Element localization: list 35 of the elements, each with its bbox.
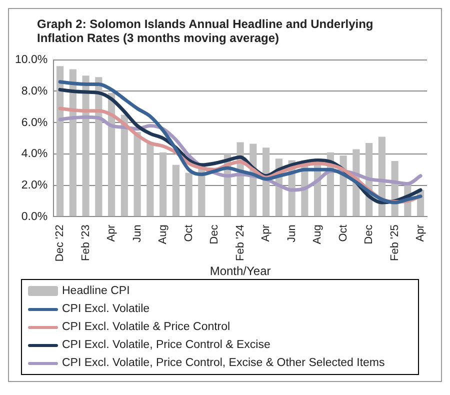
x-tick-label: Aug [157, 224, 170, 244]
bar [56, 66, 64, 216]
legend-label: CPI Excl. Volatile, Price Control & Excise [62, 339, 270, 351]
legend-label: CPI Excl. Volatile [62, 303, 150, 315]
x-axis-title: Month/Year [210, 264, 271, 278]
legend-label: Headline CPI [62, 285, 130, 297]
y-tick-label: 0.0% [21, 210, 48, 223]
x-tick-label: Apr [414, 224, 427, 242]
y-tick-label: 8.0% [21, 85, 48, 98]
bar [146, 142, 154, 216]
chart-title: Graph 2: Solomon Islands Annual Headline and Underlying Inflation Rates (3 months moving average) [36, 16, 374, 47]
bar [185, 172, 192, 216]
x-tick-label: Feb '23 [80, 224, 92, 262]
x-tick-label: Feb '24 [234, 224, 246, 262]
x-tick-label: Jun [286, 224, 298, 242]
legend-label: CPI Excl. Volatile, Price Control, Excise & Other Selected Items [62, 357, 385, 369]
y-tick-label: 4.0% [21, 148, 48, 160]
x-tick-label: Oct [337, 224, 350, 242]
bar [160, 152, 167, 216]
x-tick-label: Oct [182, 224, 195, 242]
x-tick-label: Dec [208, 224, 221, 244]
y-tick-label: 10.0% [15, 54, 48, 66]
x-tick-label: Dec [363, 224, 376, 244]
x-tick-label: Apr [106, 224, 118, 242]
x-tick-label: Feb '25 [388, 224, 401, 262]
legend-label: CPI Excl. Volatile & Price Control [62, 321, 230, 333]
bar [172, 164, 180, 216]
x-tick-label: Apr [260, 224, 272, 242]
y-tick-label: 6.0% [21, 116, 48, 129]
x-tick-label: Dec '22 [54, 224, 66, 262]
x-tick-label: Aug [312, 224, 324, 244]
bar [134, 132, 141, 216]
y-tick-label: 2.0% [21, 179, 48, 192]
bar [120, 114, 128, 216]
x-tick-label: Jun [131, 224, 144, 242]
